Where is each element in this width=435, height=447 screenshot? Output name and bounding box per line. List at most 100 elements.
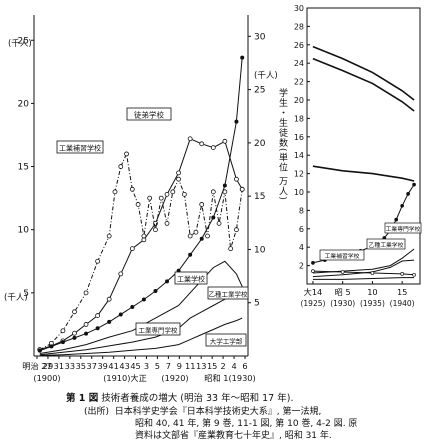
inset-x-sub-label: (1930) [330, 299, 355, 308]
data-point [153, 227, 158, 233]
inset-x-sub-label: (1925) [300, 299, 325, 308]
inset-data-point [412, 182, 416, 187]
data-point [234, 176, 239, 182]
x-tick-label: 2 [220, 361, 225, 371]
inset-y-tick-label: 10 [294, 188, 304, 197]
inset-data-point [311, 269, 315, 273]
inset-x-tick-label: 15 [397, 287, 407, 297]
inset-x-sub-label: (1940) [390, 299, 415, 308]
data-point [234, 227, 239, 233]
inset-data-point [400, 203, 405, 208]
inset-y-tick-label: 2 [299, 262, 304, 271]
inset-label-box-otsu: 乙種工業学校 [366, 238, 406, 250]
data-point [187, 136, 193, 142]
data-point [181, 191, 187, 197]
x-tick-label: 9 [177, 361, 182, 371]
x-tick-label: 45 [130, 361, 140, 371]
x-tick-label: 31 [54, 361, 64, 371]
inset-data-point [311, 260, 315, 265]
caption-source-line1: (出所) 日本科学史学会『日本科学技術史大系』, 第一法規, [84, 406, 435, 418]
data-point [216, 220, 222, 226]
data-point [72, 330, 77, 336]
x-tick-label: 3 [144, 361, 149, 371]
data-point [95, 313, 101, 318]
x-tick-label: 13 [196, 361, 206, 371]
label-daigaku: 大学工学部 [210, 337, 243, 346]
right-tick-label: 25 [254, 86, 265, 96]
data-point [84, 331, 89, 336]
data-point [60, 328, 66, 334]
inset-x-tick-label: 大14 [304, 287, 323, 297]
data-point [153, 288, 158, 293]
data-point [83, 322, 89, 327]
label-senmon: 工業専門学校 [139, 326, 179, 335]
data-point [83, 290, 89, 296]
data-point [222, 138, 228, 144]
data-point [240, 55, 245, 60]
x-sub-label: (1920) [161, 373, 188, 383]
label-box-kogyo: 工業学校 [174, 271, 208, 285]
caption-source-line2: 昭和 40, 41 年, 第 9 巻, 11-1 図, 第 10 巻, 4-2 … [135, 419, 358, 429]
inset-series-line [312, 270, 415, 276]
x-tick-label: 明治 27 [22, 361, 51, 371]
label-box-otsu: 乙種工業学校 [207, 286, 249, 300]
inset-y-tick-label: 4 [299, 243, 304, 252]
inset-y-tick-label: 22 [294, 78, 304, 87]
inset-data-point [400, 272, 405, 276]
label-otsu: 乙種工業学校 [209, 290, 249, 299]
data-point [228, 246, 234, 252]
inset-label-otsu: 乙種工業学校 [369, 241, 404, 249]
inset-y-tick-label: 12 [294, 170, 304, 179]
data-point [222, 183, 227, 188]
inset-series-line [312, 277, 415, 280]
label-box-totei: 徒弟学校 [126, 107, 172, 121]
label-totei: 徒弟学校 [134, 110, 164, 120]
x-tick-label: 29 [43, 361, 53, 371]
inset-series-line [312, 165, 415, 182]
data-point [95, 326, 100, 331]
x-tick-label: 4 [231, 361, 236, 371]
caption-source-text1: 日本科学史学会『日本科学技術史大系』, 第一法規, [114, 407, 322, 417]
label-kogyo: 工業学校 [177, 275, 205, 284]
x-tick-label: 33 [65, 361, 75, 371]
x-sub-label: (1910)大正 [103, 373, 147, 383]
inset-y-tick-label: 16 [294, 133, 304, 142]
data-point [158, 195, 164, 201]
x-tick-label: 7 [166, 361, 171, 371]
inset-y-tick-label: 20 [294, 96, 304, 105]
data-point [199, 236, 204, 241]
left-tick-label: 15 [18, 163, 29, 173]
data-point [239, 186, 245, 192]
x-tick-label: 5 [155, 361, 160, 371]
data-point [147, 195, 153, 201]
data-point [118, 164, 124, 169]
caption-title-text: 技術者養成の増大 (明治 33 年～昭和 17 年). [101, 393, 294, 404]
data-point [199, 141, 205, 147]
inset-ylabel: 学生・生徒数(単位 万人) [277, 87, 288, 201]
data-point [176, 170, 181, 176]
right-tick-label: 10 [254, 245, 266, 255]
inset-series-line [312, 57, 415, 112]
x-tick-label: 41 [108, 361, 118, 371]
inset-y-tick-label: 28 [294, 22, 304, 31]
inset-y-tick-label: 18 [294, 114, 304, 123]
x-tick-label: 39 [97, 361, 107, 371]
left-axis-unit: (千人) [8, 38, 32, 49]
left-tick-label: 5 [23, 289, 29, 299]
x-tick-label: 35 [76, 361, 86, 371]
inset-label-hoshu: 工業補習学校 [325, 252, 360, 260]
data-point [210, 145, 216, 151]
data-point [234, 119, 239, 124]
inset-frame [306, 7, 421, 285]
inset-y-tick-label: 26 [294, 41, 304, 50]
x-sub-label: (1900) [33, 373, 60, 383]
inset-y-tick-label: 8 [299, 206, 304, 215]
data-point [187, 233, 193, 239]
inset-series-line [312, 259, 415, 278]
data-point [164, 220, 170, 226]
left-tick-label: 20 [18, 99, 30, 109]
data-point [107, 319, 112, 324]
data-point [188, 252, 193, 257]
caption-figure-number: 第 1 図 [66, 393, 99, 404]
